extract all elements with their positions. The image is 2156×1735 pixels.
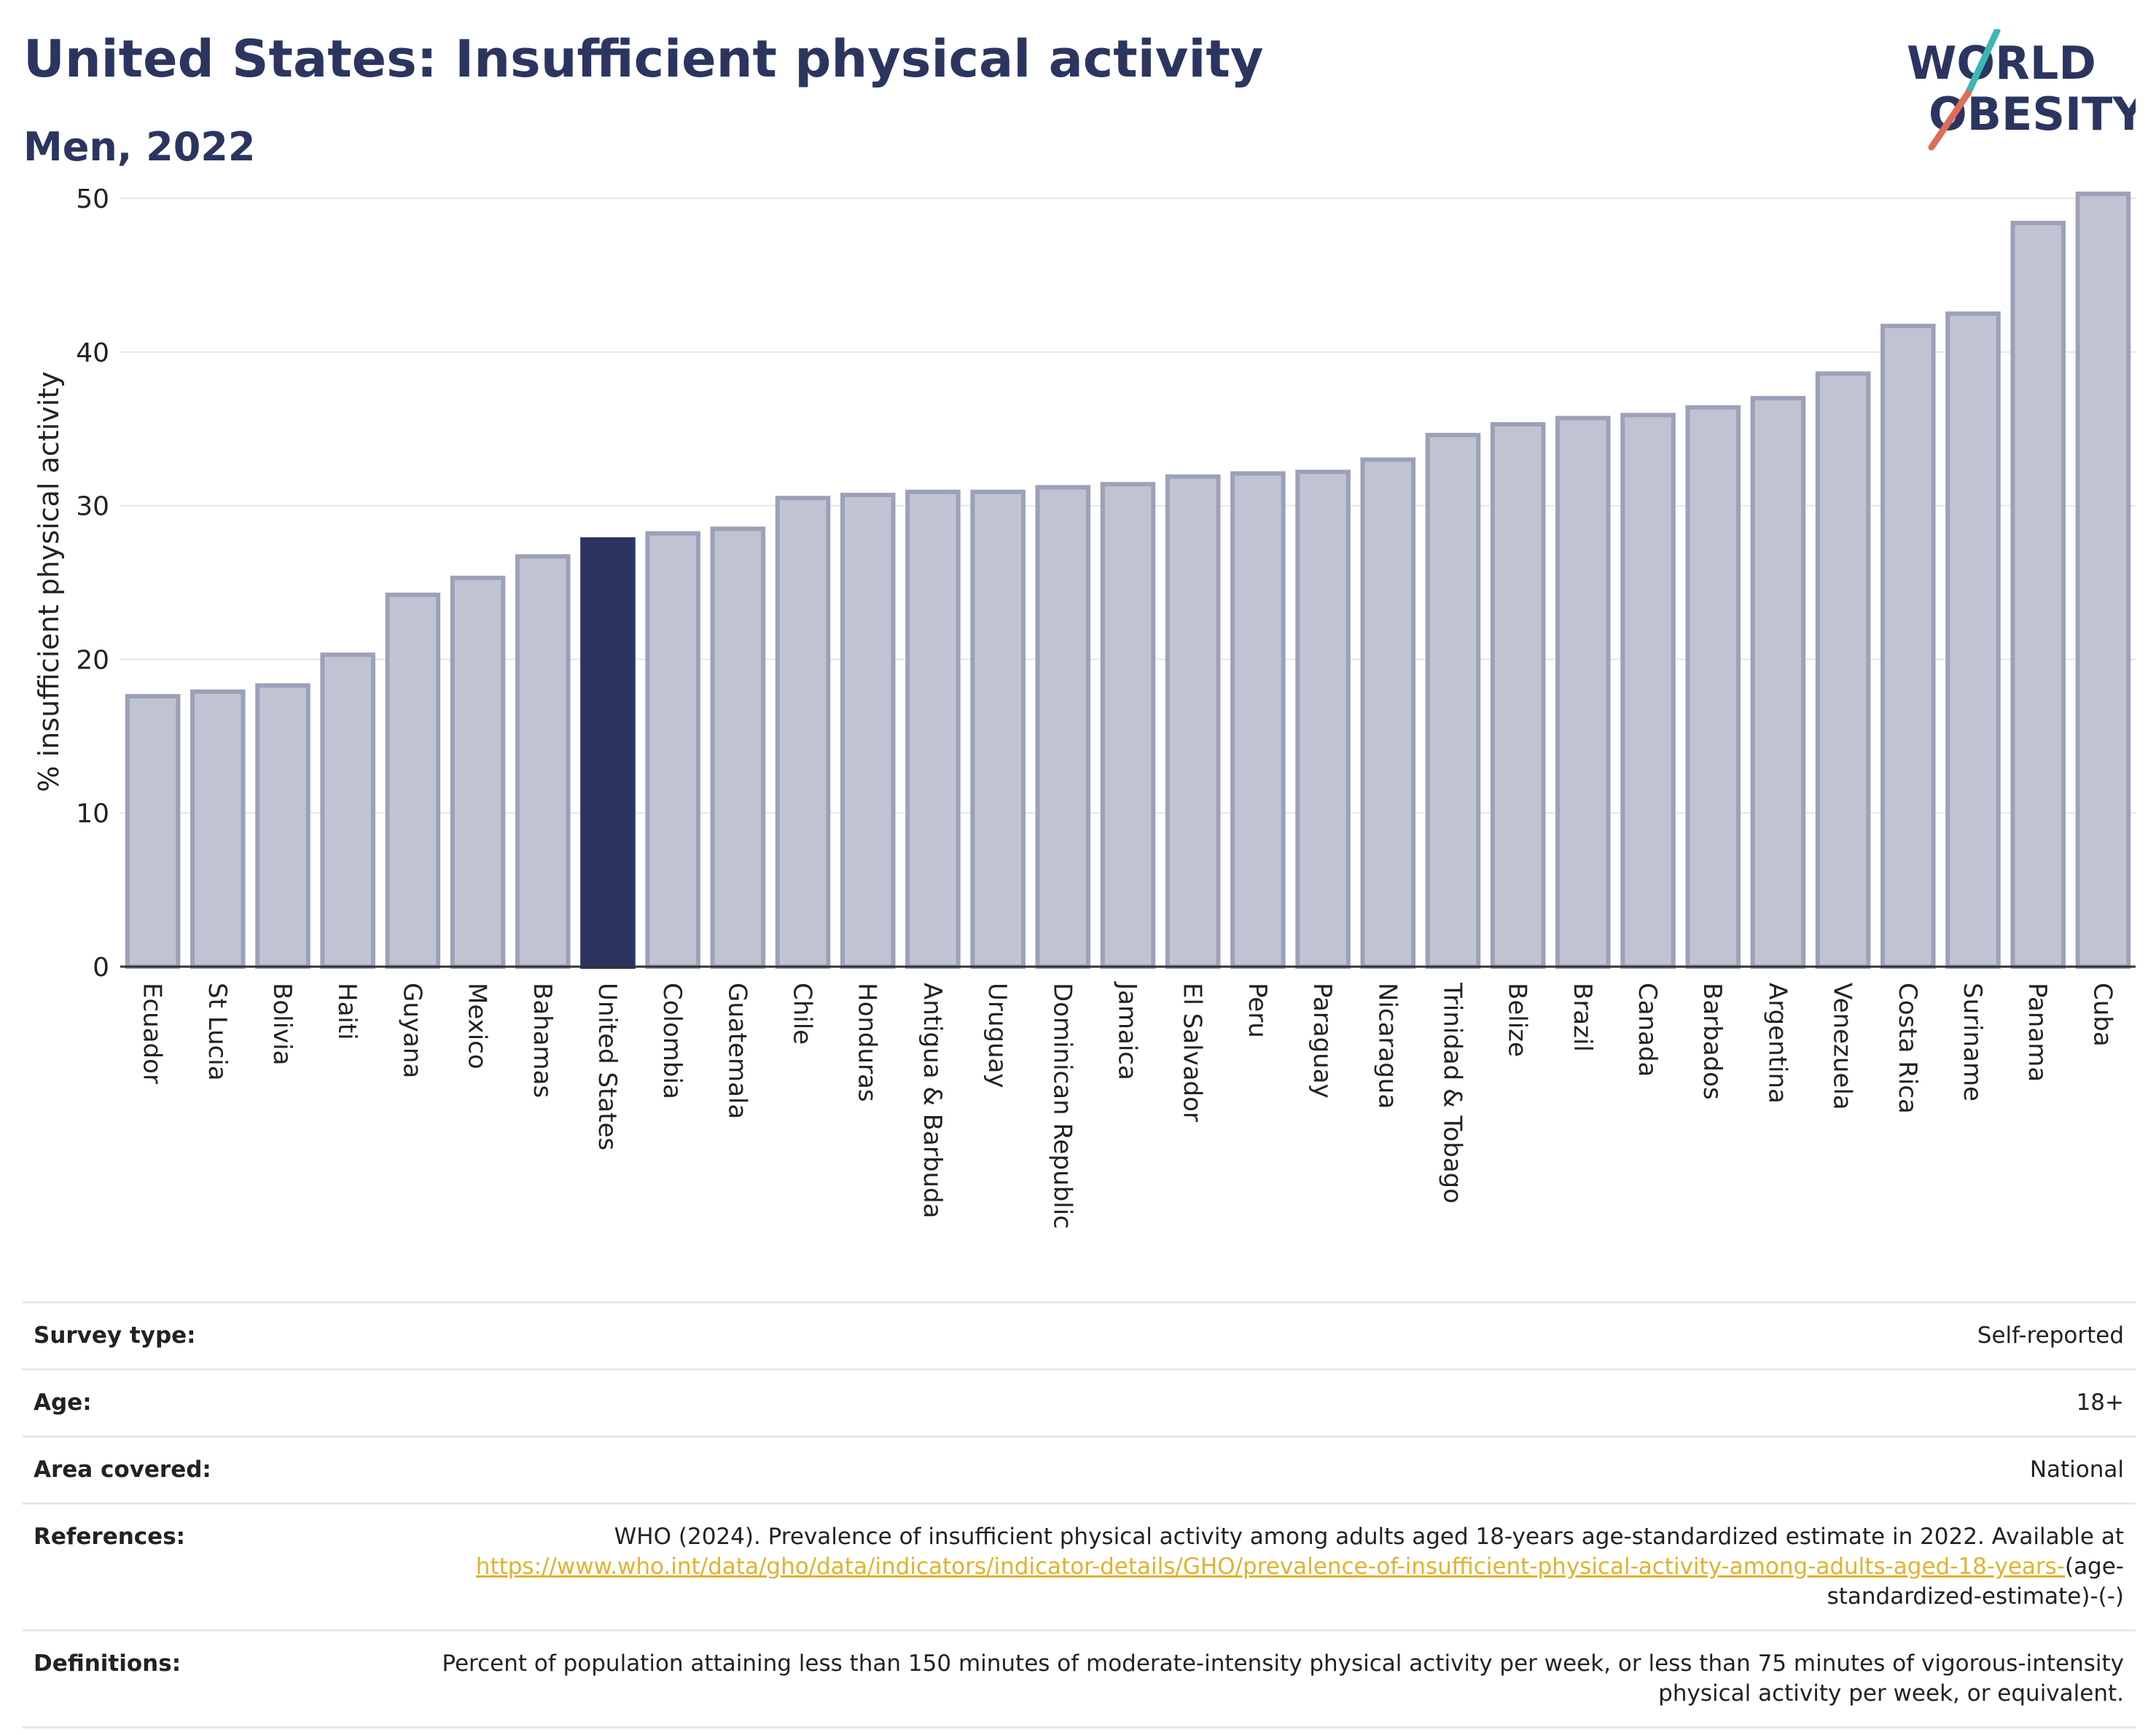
x-tick-label: Trinidad & Tobago <box>1437 982 1466 1204</box>
y-tick-label: 20 <box>76 645 109 675</box>
bar-dominican-republic <box>1035 485 1091 969</box>
x-tick-label: Barbados <box>1698 983 1727 1100</box>
bar-costa-rica <box>1880 324 1936 970</box>
x-tick-label: Brazil <box>1568 983 1597 1052</box>
bar-united-states <box>580 537 636 969</box>
x-tick-label: Costa Rica <box>1893 983 1922 1114</box>
references-label: References: <box>34 1524 186 1550</box>
references-text: WHO (2024). Prevalence of insufficient p… <box>614 1524 2124 1550</box>
x-tick-label: Jamaica <box>1113 981 1142 1080</box>
y-tick-label: 50 <box>76 184 109 214</box>
x-tick-label: Guyana <box>397 983 426 1078</box>
bar-uruguay <box>970 489 1026 969</box>
references-tail: (age-standardized-estimate)-(-) <box>1827 1553 2124 1610</box>
area-value: National <box>2029 1457 2124 1483</box>
bar-bolivia <box>255 683 310 969</box>
bar-argentina <box>1750 396 1806 969</box>
references-link[interactable]: https://www.who.int/data/gho/data/indica… <box>475 1553 2065 1580</box>
bar-honduras <box>840 492 896 969</box>
chart-subtitle: Men, 2022 <box>23 124 256 170</box>
logo-slash-coral <box>1928 90 1972 151</box>
bar-haiti <box>320 652 375 970</box>
area-row: Area covered: National <box>22 1435 2136 1502</box>
references-value: WHO (2024). Prevalence of insufficient p… <box>398 1522 2124 1612</box>
bar-trinidad-tobago <box>1425 432 1481 969</box>
survey-type-row: Survey type: Self-reported <box>22 1301 2136 1368</box>
survey-type-label: Survey type: <box>34 1322 196 1349</box>
x-tick-label: Chile <box>788 983 817 1045</box>
x-tick-label: Belize <box>1503 983 1532 1057</box>
logo-word-world: WORLD <box>1907 36 2096 90</box>
bar-antigua-barbuda <box>905 489 961 969</box>
bars <box>125 191 2131 970</box>
chart-title: United States: Insufficient physical act… <box>23 29 1264 89</box>
bar-venezuela <box>1815 371 1871 969</box>
bar-brazil <box>1555 416 1611 969</box>
x-tick-label: United States <box>593 983 622 1150</box>
metadata-table: Survey type: Self-reported Age: 18+ Area… <box>22 1301 2136 1728</box>
x-tick-label: Honduras <box>853 983 882 1102</box>
x-tick-label: Ecuador <box>138 983 167 1084</box>
bar-st-lucia <box>190 689 246 969</box>
bar-canada <box>1620 413 1676 969</box>
x-tick-label: Antigua & Barbuda <box>918 983 947 1218</box>
y-tick-label: 0 <box>93 953 109 983</box>
x-tick-label: Nicaragua <box>1372 983 1402 1109</box>
x-tick-label: St Lucia <box>203 983 232 1081</box>
x-tick-label: Dominican Republic <box>1047 983 1077 1229</box>
x-tick-label: Bahamas <box>528 983 557 1098</box>
y-tick-label: 10 <box>76 799 109 829</box>
y-tick-label: 30 <box>76 492 109 522</box>
x-tick-label: Suriname <box>1958 983 1987 1102</box>
x-tick-label: Colombia <box>657 983 687 1099</box>
y-axis-ticks: 0 10 20 30 40 50 <box>76 184 109 983</box>
x-axis-labels: Ecuador St Lucia Bolivia Haiti Guyana Mexico B… <box>138 981 2117 1229</box>
bar-el-salvador <box>1165 474 1221 969</box>
definitions-row: Definitions: Percent of population attai… <box>22 1629 2136 1728</box>
bar-panama <box>2010 220 2066 969</box>
y-axis-label: % insufficient physical activity <box>33 371 65 792</box>
x-tick-label: Venezuela <box>1828 983 1857 1110</box>
world-obesity-logo: WORLD OBESITY <box>1907 29 2136 151</box>
age-label: Age: <box>34 1389 92 1416</box>
x-tick-label: Panama <box>2023 983 2052 1082</box>
x-tick-label: Canada <box>1633 983 1662 1077</box>
x-tick-label: Peru <box>1243 983 1272 1038</box>
bar-guatemala <box>710 526 766 969</box>
survey-type-value: Self-reported <box>1977 1322 2124 1349</box>
bar-chart: 0 10 20 30 40 50 Ecuador St Lucia Bolivia Haiti G… <box>33 184 2136 1229</box>
x-tick-label: Argentina <box>1762 983 1792 1104</box>
bar-jamaica <box>1100 482 1156 969</box>
logo-slash-teal <box>1964 29 2001 97</box>
definitions-label: Definitions: <box>34 1650 181 1677</box>
bar-suriname <box>1945 311 2001 969</box>
bar-ecuador <box>125 694 181 969</box>
definitions-value: Percent of population attaining less tha… <box>442 1650 2124 1707</box>
x-tick-label: Guatemala <box>722 983 751 1119</box>
references-row: References: WHO (2024). Prevalence of in… <box>22 1502 2136 1629</box>
bar-nicaragua <box>1360 457 1416 969</box>
x-tick-label: Uruguay <box>983 983 1012 1088</box>
bar-belize <box>1490 421 1546 969</box>
x-tick-label: Mexico <box>463 983 492 1069</box>
bar-colombia <box>645 531 700 969</box>
x-tick-label: Cuba <box>2087 983 2117 1047</box>
area-label: Area covered: <box>34 1457 211 1483</box>
bar-mexico <box>450 575 506 969</box>
x-tick-label: El Salvador <box>1178 983 1207 1122</box>
age-row: Age: 18+ <box>22 1368 2136 1435</box>
bar-cuba <box>2075 191 2131 969</box>
x-tick-label: Haiti <box>332 983 362 1040</box>
bar-chile <box>775 496 831 969</box>
bar-guyana <box>385 592 441 969</box>
x-tick-label: Paraguay <box>1308 983 1337 1099</box>
bar-paraguay <box>1295 469 1351 969</box>
age-value: 18+ <box>2076 1389 2124 1416</box>
bar-peru <box>1230 471 1286 969</box>
bar-bahamas <box>515 554 571 969</box>
y-tick-label: 40 <box>76 338 109 368</box>
x-tick-label: Bolivia <box>267 983 297 1065</box>
bar-barbados <box>1685 405 1741 969</box>
